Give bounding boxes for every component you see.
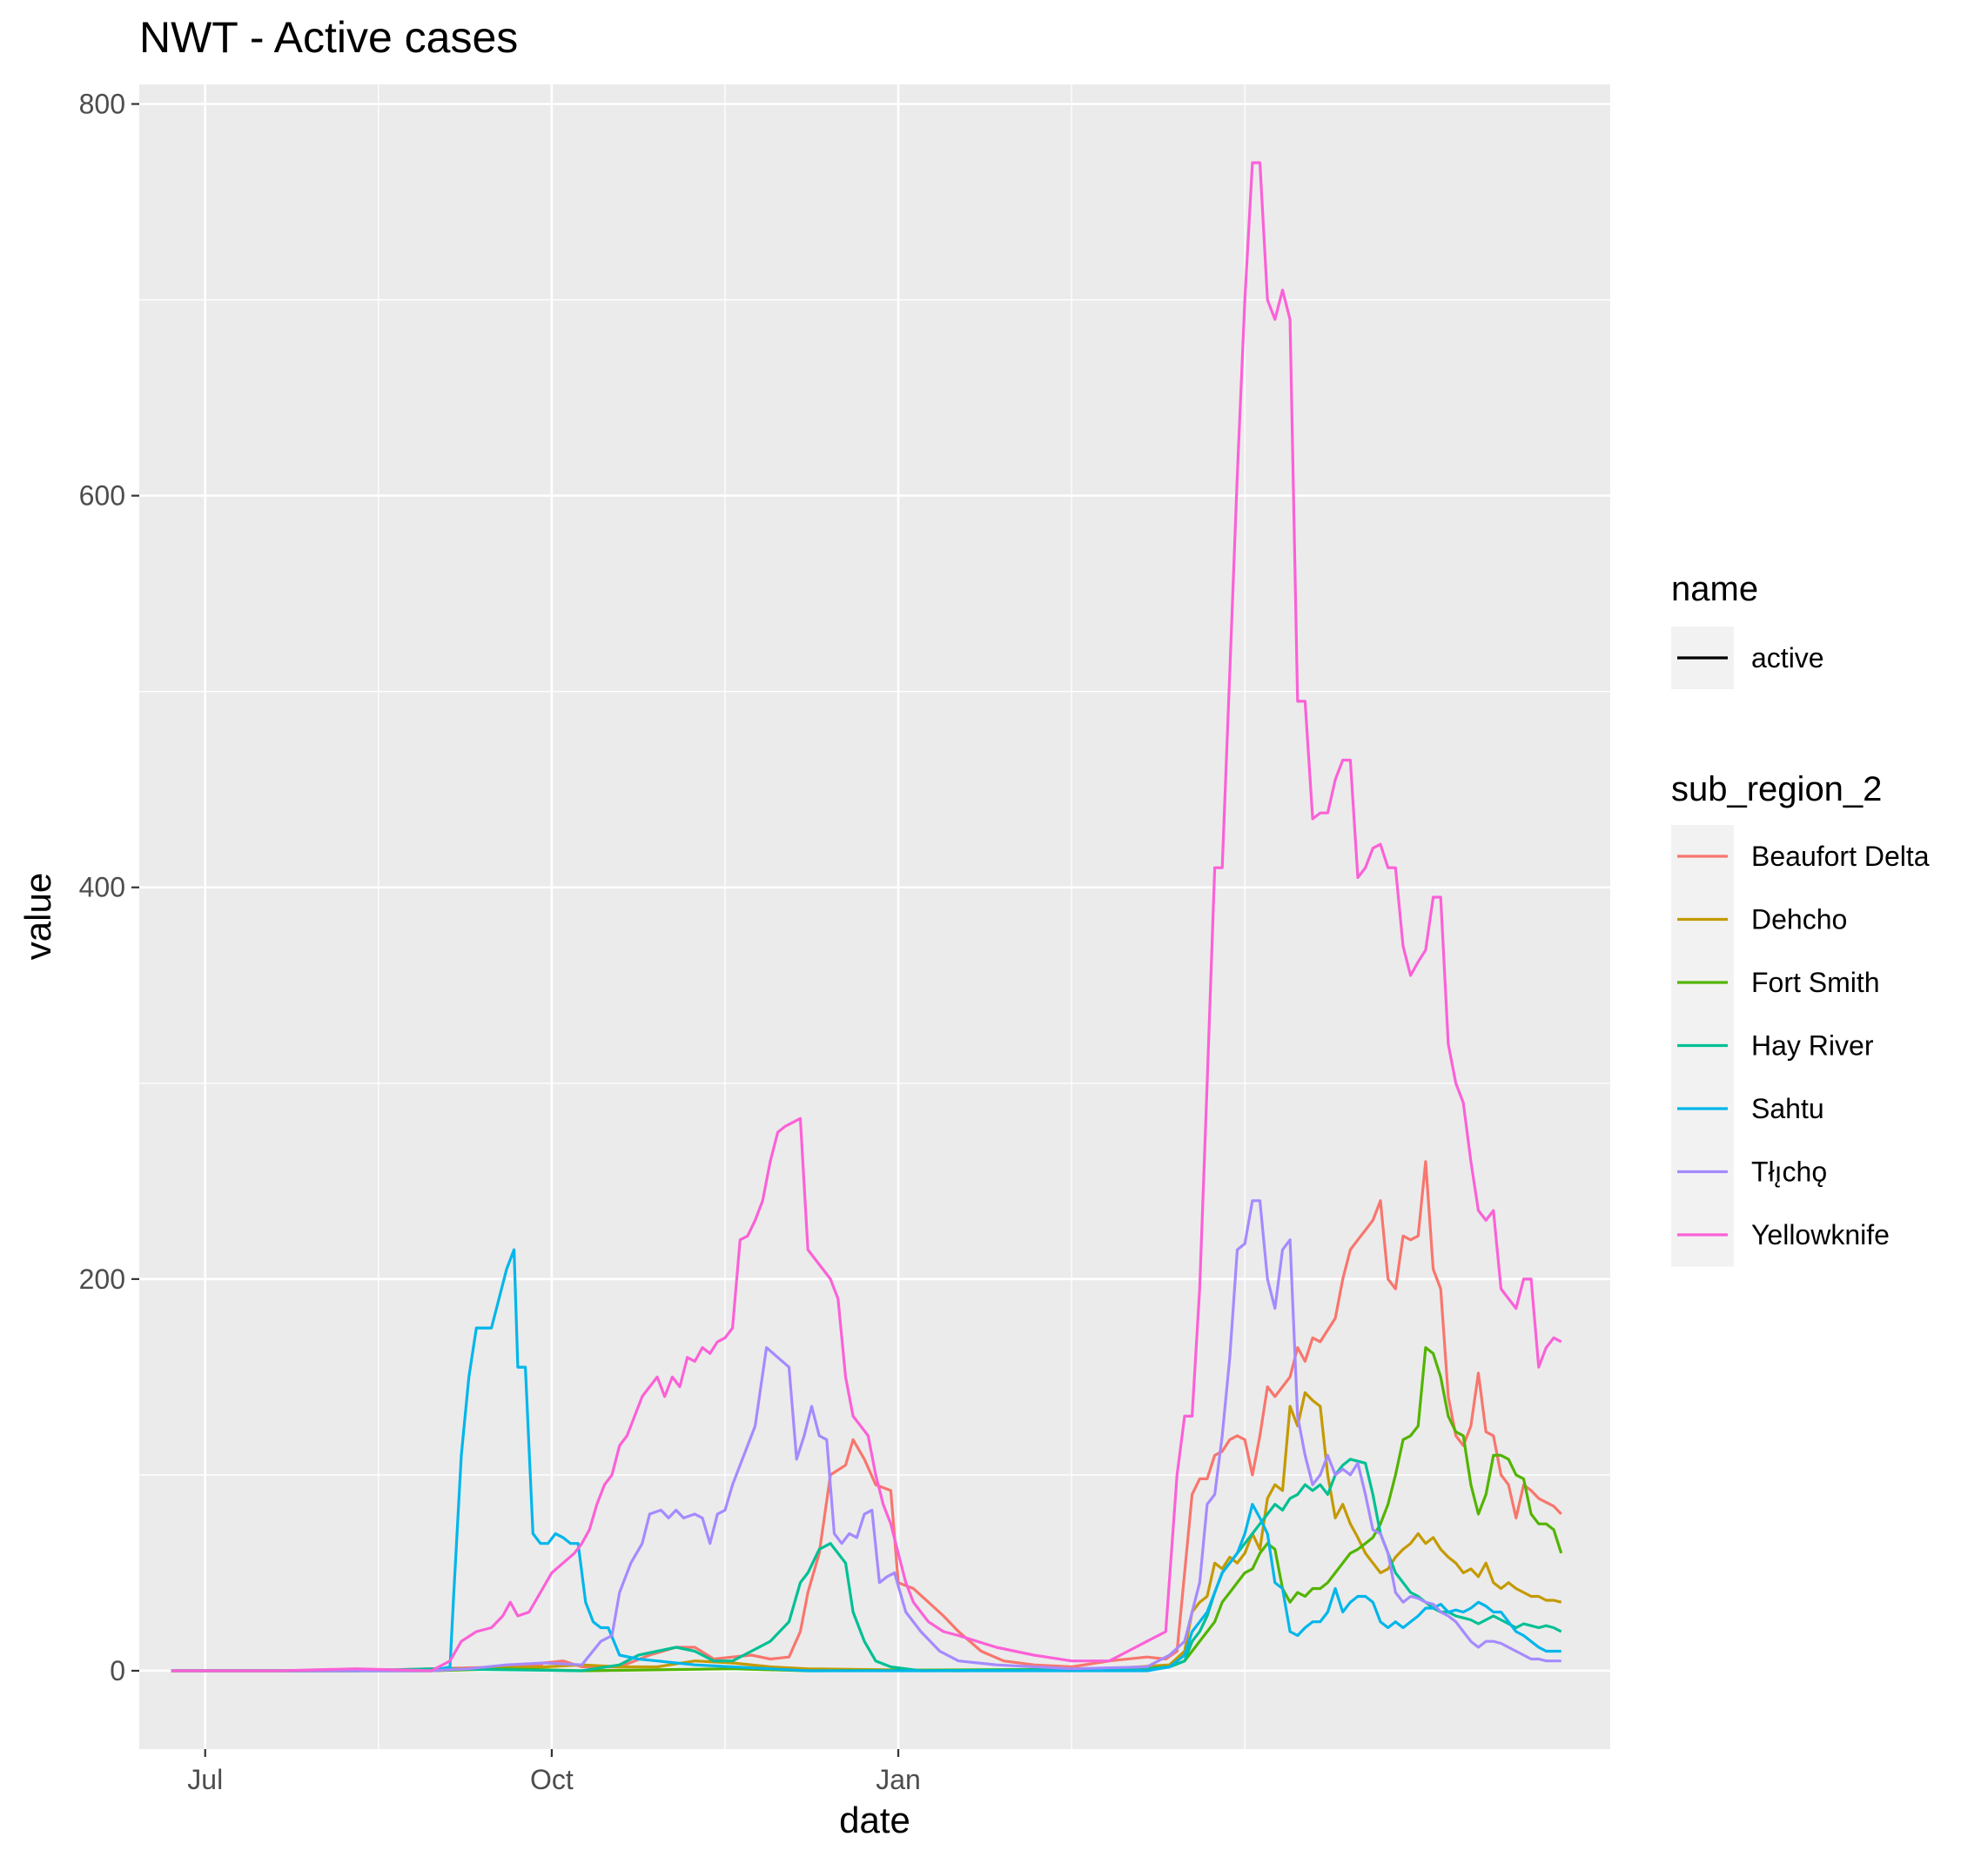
legend-label: Fort Smith bbox=[1751, 967, 1880, 998]
legend-linetype-title: name bbox=[1671, 570, 1758, 608]
legend-label: Tłı̨chǫ bbox=[1751, 1156, 1827, 1188]
x-axis-label: date bbox=[839, 1800, 910, 1840]
y-tick-label: 200 bbox=[79, 1264, 125, 1295]
x-axis: Jul Oct Jan bbox=[187, 1749, 921, 1795]
legend-color-title: sub_region_2 bbox=[1671, 770, 1882, 808]
x-tick-label: Oct bbox=[530, 1764, 574, 1795]
series-line bbox=[171, 1199, 1562, 1673]
grid-minor bbox=[139, 84, 1610, 1749]
y-tick-label: 0 bbox=[110, 1655, 125, 1686]
series-layer bbox=[171, 161, 1563, 1673]
y-tick-label: 600 bbox=[79, 480, 125, 512]
y-tick-label: 800 bbox=[79, 89, 125, 120]
chart-title: NWT - Active cases bbox=[139, 13, 518, 62]
x-tick-label: Jan bbox=[876, 1764, 921, 1795]
y-axis-label: value bbox=[17, 873, 58, 960]
legend-color-items: Beaufort Delta Dehcho Fort Smith Hay River S… bbox=[1671, 825, 1930, 1267]
legend-label: Hay River bbox=[1751, 1030, 1874, 1062]
legend: name active sub_region_2 Beaufort Delta D… bbox=[1671, 570, 1930, 1267]
y-axis: 0 200 400 600 800 bbox=[79, 89, 139, 1686]
legend-label: Beaufort Delta bbox=[1751, 841, 1930, 872]
legend-label: Sahtu bbox=[1751, 1093, 1824, 1124]
series-line bbox=[171, 1248, 1562, 1673]
series-line bbox=[171, 1458, 1562, 1673]
series-line bbox=[171, 1345, 1563, 1673]
legend-label: Yellowknife bbox=[1751, 1219, 1890, 1250]
legend-label: active bbox=[1751, 642, 1824, 674]
legend-label: Dehcho bbox=[1751, 904, 1847, 935]
legend-linetype-items: active bbox=[1671, 627, 1824, 689]
y-tick-label: 400 bbox=[79, 872, 125, 903]
x-tick-label: Jul bbox=[187, 1764, 223, 1795]
series-line bbox=[171, 161, 1562, 1673]
